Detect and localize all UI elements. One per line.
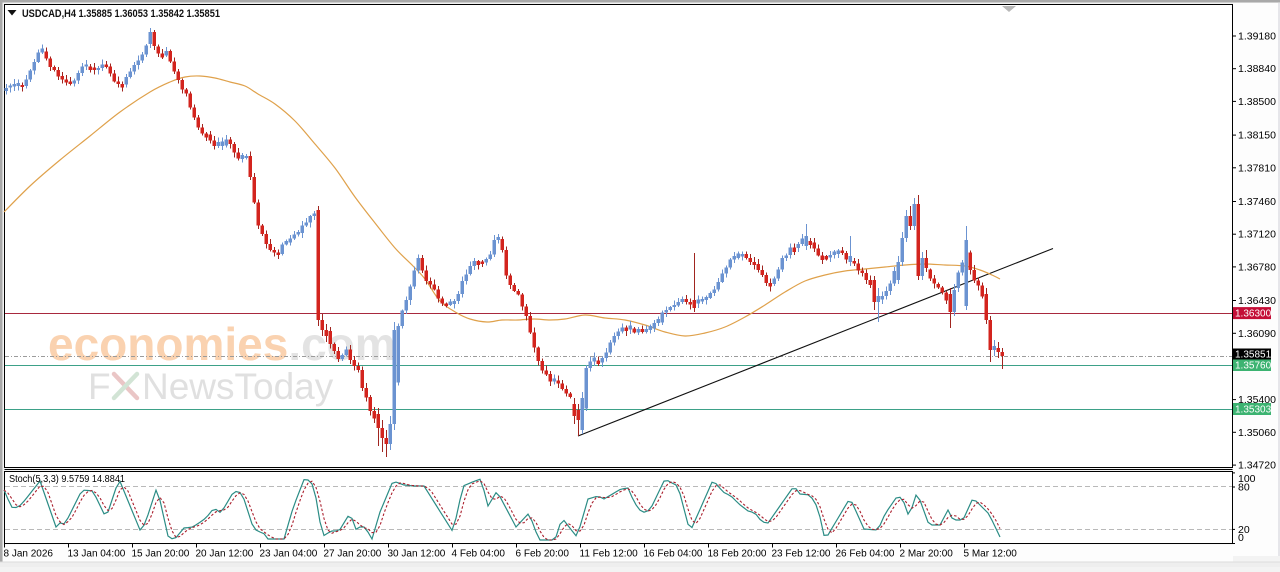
svg-text:1.37120: 1.37120 bbox=[1238, 229, 1276, 241]
svg-text:13 Jan 04:00: 13 Jan 04:00 bbox=[68, 549, 126, 560]
svg-text:1.36300: 1.36300 bbox=[1235, 309, 1272, 320]
svg-text:27 Jan 20:00: 27 Jan 20:00 bbox=[324, 549, 382, 560]
svg-text:economies.com: economies.com bbox=[48, 318, 396, 370]
svg-text:16 Feb 04:00: 16 Feb 04:00 bbox=[644, 549, 703, 560]
svg-text:100: 100 bbox=[1238, 473, 1256, 485]
svg-text:1.36430: 1.36430 bbox=[1238, 295, 1276, 307]
svg-text:23 Jan 04:00: 23 Jan 04:00 bbox=[260, 549, 318, 560]
svg-text:1.35760: 1.35760 bbox=[1235, 361, 1272, 372]
svg-text:1.35060: 1.35060 bbox=[1238, 427, 1276, 439]
svg-text:1.35851: 1.35851 bbox=[1235, 350, 1272, 361]
svg-text:USDCAD,H4 1.35885 1.36053 1.3: USDCAD,H4 1.35885 1.36053 1.35842 1.3585… bbox=[22, 8, 220, 20]
svg-text:NewsToday: NewsToday bbox=[142, 366, 334, 407]
svg-text:2 Mar 20:00: 2 Mar 20:00 bbox=[900, 549, 954, 560]
svg-text:20 Jan 12:00: 20 Jan 12:00 bbox=[196, 549, 254, 560]
svg-text:5 Mar 12:00: 5 Mar 12:00 bbox=[964, 549, 1018, 560]
svg-text:20: 20 bbox=[1238, 524, 1250, 536]
svg-text:1.37460: 1.37460 bbox=[1238, 196, 1276, 208]
svg-text:80: 80 bbox=[1238, 481, 1250, 493]
svg-text:1.38150: 1.38150 bbox=[1238, 130, 1276, 142]
svg-text:F: F bbox=[88, 366, 111, 407]
svg-text:Stoch(5,3,3) 9.5759 14.8841: Stoch(5,3,3) 9.5759 14.8841 bbox=[9, 474, 125, 485]
svg-text:1.35303: 1.35303 bbox=[1235, 405, 1272, 416]
svg-text:0: 0 bbox=[1238, 532, 1244, 544]
svg-text:4 Feb 04:00: 4 Feb 04:00 bbox=[452, 549, 506, 560]
svg-text:1.39180: 1.39180 bbox=[1238, 31, 1276, 43]
svg-text:23 Feb 12:00: 23 Feb 12:00 bbox=[772, 549, 831, 560]
svg-text:1.38840: 1.38840 bbox=[1238, 63, 1276, 75]
svg-text:30 Jan 12:00: 30 Jan 12:00 bbox=[388, 549, 446, 560]
svg-text:11 Feb 12:00: 11 Feb 12:00 bbox=[580, 549, 639, 560]
svg-text:6 Feb 20:00: 6 Feb 20:00 bbox=[516, 549, 570, 560]
svg-text:26 Feb 04:00: 26 Feb 04:00 bbox=[836, 549, 895, 560]
svg-text:8 Jan 2026: 8 Jan 2026 bbox=[4, 549, 54, 560]
svg-text:1.34720: 1.34720 bbox=[1238, 460, 1276, 472]
svg-text:18 Feb 20:00: 18 Feb 20:00 bbox=[708, 549, 767, 560]
svg-text:1.36090: 1.36090 bbox=[1238, 328, 1276, 340]
svg-text:1.38500: 1.38500 bbox=[1238, 96, 1276, 108]
svg-text:1.36780: 1.36780 bbox=[1238, 261, 1276, 273]
svg-text:1.37810: 1.37810 bbox=[1238, 162, 1276, 174]
svg-text:15 Jan 20:00: 15 Jan 20:00 bbox=[132, 549, 190, 560]
